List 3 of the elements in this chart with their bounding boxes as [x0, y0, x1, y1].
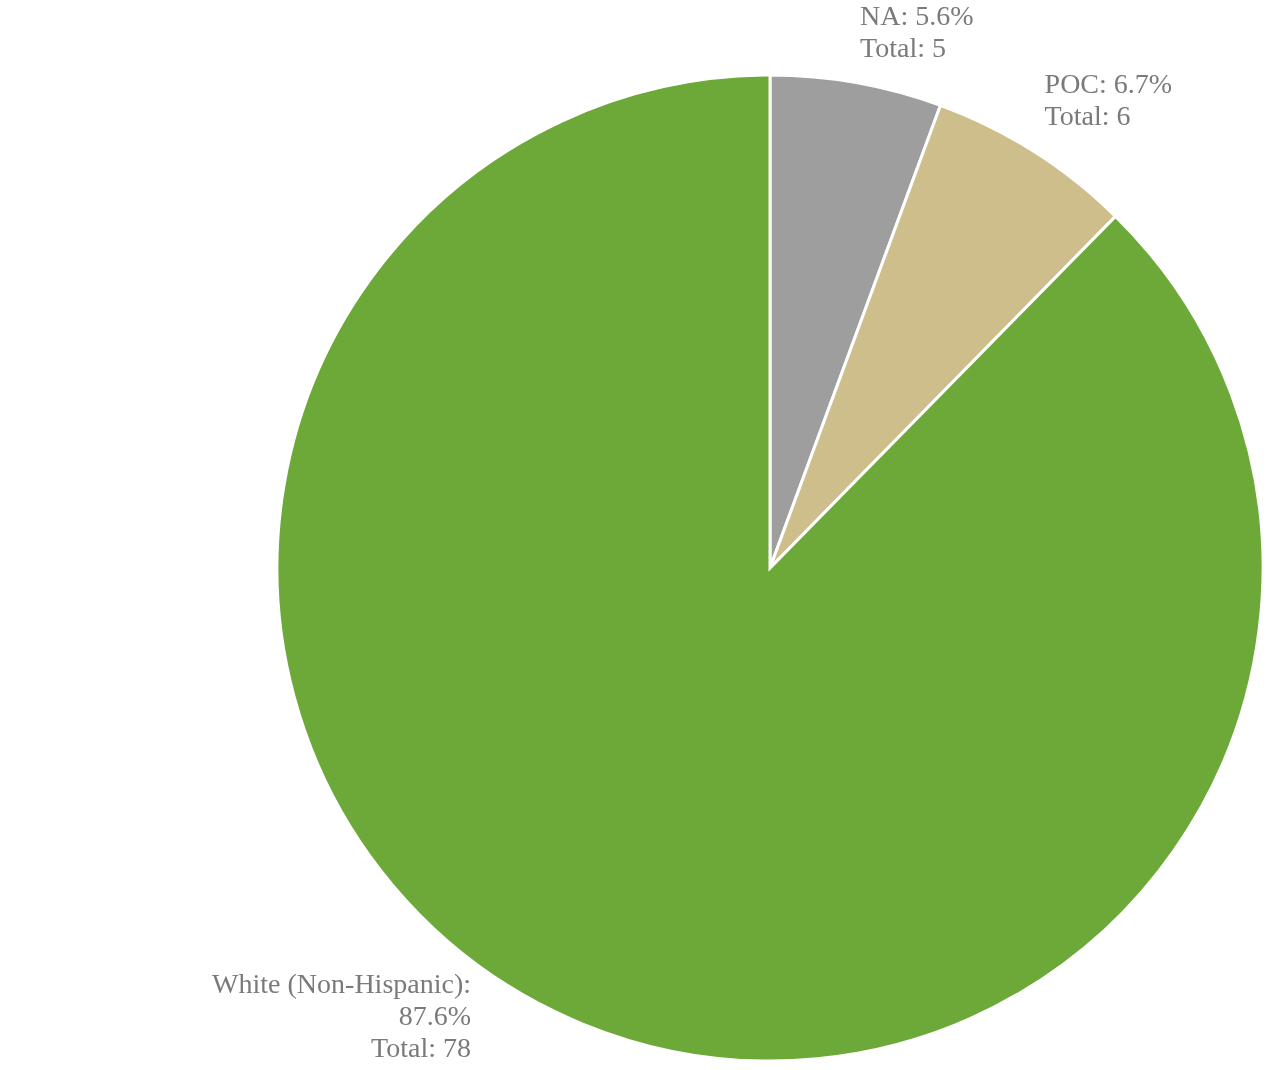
slice-label: White (Non-Hispanic): 87.6% Total: 78 [212, 968, 472, 1063]
slice-label: NA: 5.6% Total: 5 [860, 0, 974, 63]
slice-label: POC: 6.7% Total: 6 [1044, 67, 1173, 131]
